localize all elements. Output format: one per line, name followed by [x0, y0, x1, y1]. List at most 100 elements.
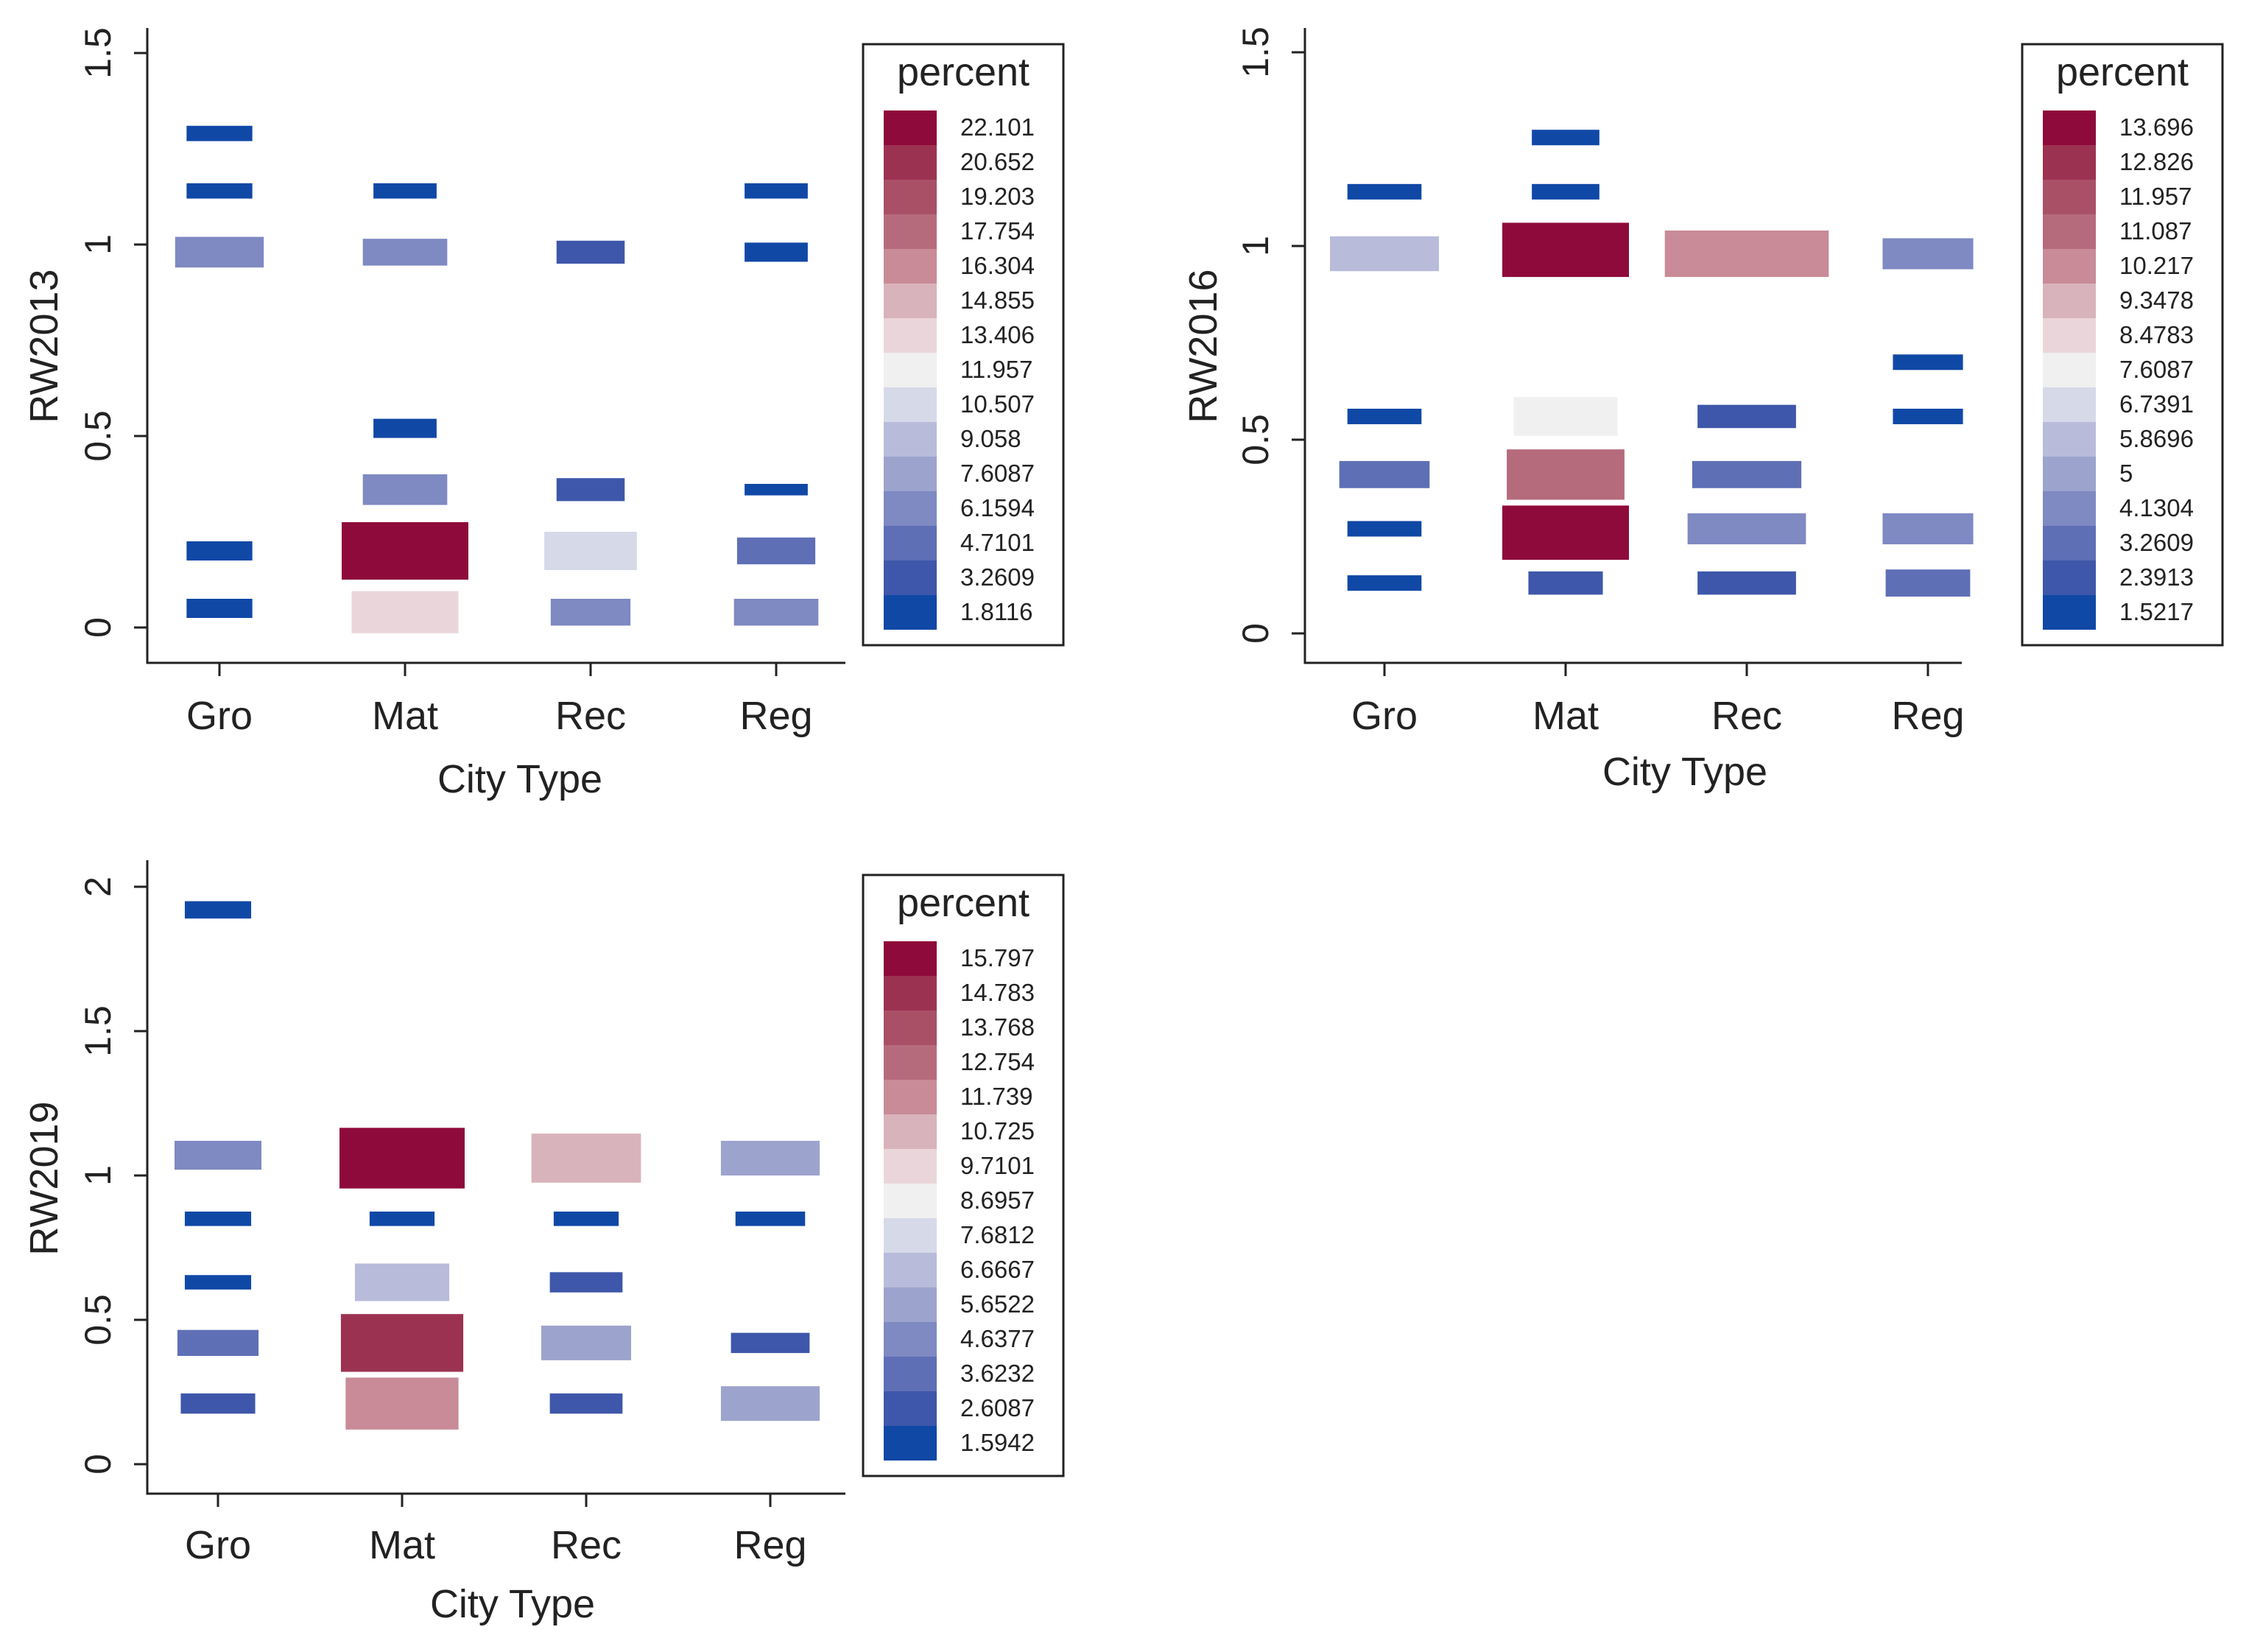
legend-label: 4.6377 — [960, 1325, 1035, 1352]
heat-cell — [175, 1140, 261, 1170]
heat-cell — [556, 240, 625, 264]
legend: percent 22.101 20.652 19.203 17.754 16.304 14… — [862, 43, 1065, 647]
legend-swatch — [884, 1426, 937, 1461]
legend-label: 8.4783 — [2119, 321, 2194, 348]
y-axis-line — [146, 860, 845, 1495]
x-ticks: Gro Mat Rec Reg — [186, 663, 813, 738]
x-tick-label: Reg — [733, 1523, 806, 1567]
legend-swatch — [2043, 214, 2096, 249]
heat-cell — [180, 1393, 256, 1414]
y-ticks: 0 0.5 1 1.5 — [1235, 27, 1305, 644]
heat-cell — [1893, 408, 1963, 424]
x-tick-label: Rec — [1711, 694, 1782, 738]
y-tick-label: 1 — [1235, 236, 1276, 256]
legend-swatch — [884, 457, 937, 491]
heat-cell — [1692, 460, 1802, 488]
heat-cell — [186, 183, 253, 199]
cells-group — [175, 901, 820, 1430]
heat-cell — [1893, 354, 1963, 370]
legend-swatch — [884, 249, 937, 284]
legend-swatch — [2043, 526, 2096, 560]
legend-swatch — [884, 1357, 937, 1391]
heat-cell — [733, 599, 819, 626]
heat-cell — [731, 1332, 810, 1354]
heat-cell — [550, 599, 631, 626]
x-tick-label: Mat — [372, 694, 438, 738]
legend-swatch — [2043, 457, 2096, 491]
legend-label: 4.1304 — [2119, 494, 2194, 521]
legend-swatch — [2043, 595, 2096, 630]
legend-swatch — [884, 284, 937, 318]
y-tick-label: 0 — [77, 1454, 119, 1475]
legend-swatch — [884, 1149, 937, 1184]
legend-swatch — [2043, 387, 2096, 422]
heat-cell — [1502, 222, 1629, 278]
legend-swatch — [884, 560, 937, 595]
heat-cell — [184, 1212, 252, 1226]
legend-label: 1.8116 — [960, 598, 1032, 625]
legend-label: 15.797 — [960, 944, 1035, 971]
heat-cell — [541, 1325, 632, 1360]
heat-cell — [362, 474, 448, 505]
heat-cell — [720, 1386, 820, 1421]
y-tick-label: 1 — [77, 234, 119, 255]
legend-label: 4.7101 — [960, 529, 1035, 556]
legend-swatch — [884, 1287, 937, 1322]
legend-swatch — [884, 595, 937, 630]
y-ticks: 0 0.5 1 1.5 2 — [77, 876, 147, 1475]
heat-cell — [351, 591, 459, 633]
legend: percent 15.797 14.783 13.768 12.754 11.739 10… — [862, 874, 1065, 1477]
heat-cell — [1528, 571, 1603, 595]
heat-cell — [1882, 238, 1974, 270]
legend-swatch — [884, 1218, 937, 1253]
heat-cell — [1513, 397, 1618, 436]
cells-group — [175, 125, 819, 633]
legend-label: 6.7391 — [2119, 390, 2194, 418]
heat-cell — [184, 901, 252, 919]
x-ticks: Gro Mat Rec Reg — [185, 1494, 807, 1567]
legend-label: 11.739 — [960, 1083, 1032, 1110]
legend-swatch — [884, 1253, 937, 1287]
legend-swatch — [884, 1045, 937, 1080]
legend-label: 19.203 — [960, 183, 1035, 210]
legend-label: 6.1594 — [960, 494, 1035, 521]
legend-swatch — [884, 1080, 937, 1114]
heat-cell — [339, 1128, 465, 1189]
legend-swatch — [884, 491, 937, 526]
y-tick-label: 2 — [77, 876, 119, 897]
legend-swatch — [884, 422, 937, 457]
legend-swatch — [884, 180, 937, 214]
legend-label: 11.957 — [960, 356, 1032, 383]
heat-cell — [720, 1140, 820, 1175]
y-axis-line — [146, 28, 845, 664]
legend-label: 5.8696 — [2119, 425, 2194, 452]
legend-swatch — [2043, 249, 2096, 284]
legend-label: 2.6087 — [960, 1394, 1035, 1421]
legend-label: 7.6087 — [2119, 356, 2194, 383]
y-tick-label: 0.5 — [77, 1294, 119, 1346]
legend-swatch — [884, 145, 937, 180]
y-tick-label: 1.5 — [1235, 27, 1276, 78]
legend-label: 1.5942 — [960, 1429, 1035, 1456]
legend-label: 22.101 — [960, 113, 1035, 141]
legend-label: 3.2609 — [960, 563, 1035, 591]
legend-swatch — [884, 526, 937, 560]
heat-cell — [1330, 236, 1439, 272]
heat-cell — [1339, 460, 1430, 488]
heat-cell — [1507, 449, 1625, 500]
legend-label: 10.217 — [2119, 252, 2194, 279]
x-axis-title: City Type — [437, 757, 602, 801]
heat-cell — [735, 1212, 806, 1226]
y-axis-line — [1303, 28, 1962, 664]
heat-cell — [342, 522, 468, 580]
heat-cell — [544, 532, 637, 570]
heat-cell — [345, 1377, 459, 1430]
x-axis-title: City Type — [1602, 750, 1767, 794]
heat-cell — [549, 1272, 623, 1293]
heat-cell — [186, 125, 253, 141]
legend-label: 17.754 — [960, 217, 1035, 245]
y-tick-label: 0.5 — [1235, 414, 1276, 465]
heat-cell — [373, 418, 437, 438]
heat-cell — [175, 236, 264, 268]
heat-cell — [745, 242, 808, 262]
